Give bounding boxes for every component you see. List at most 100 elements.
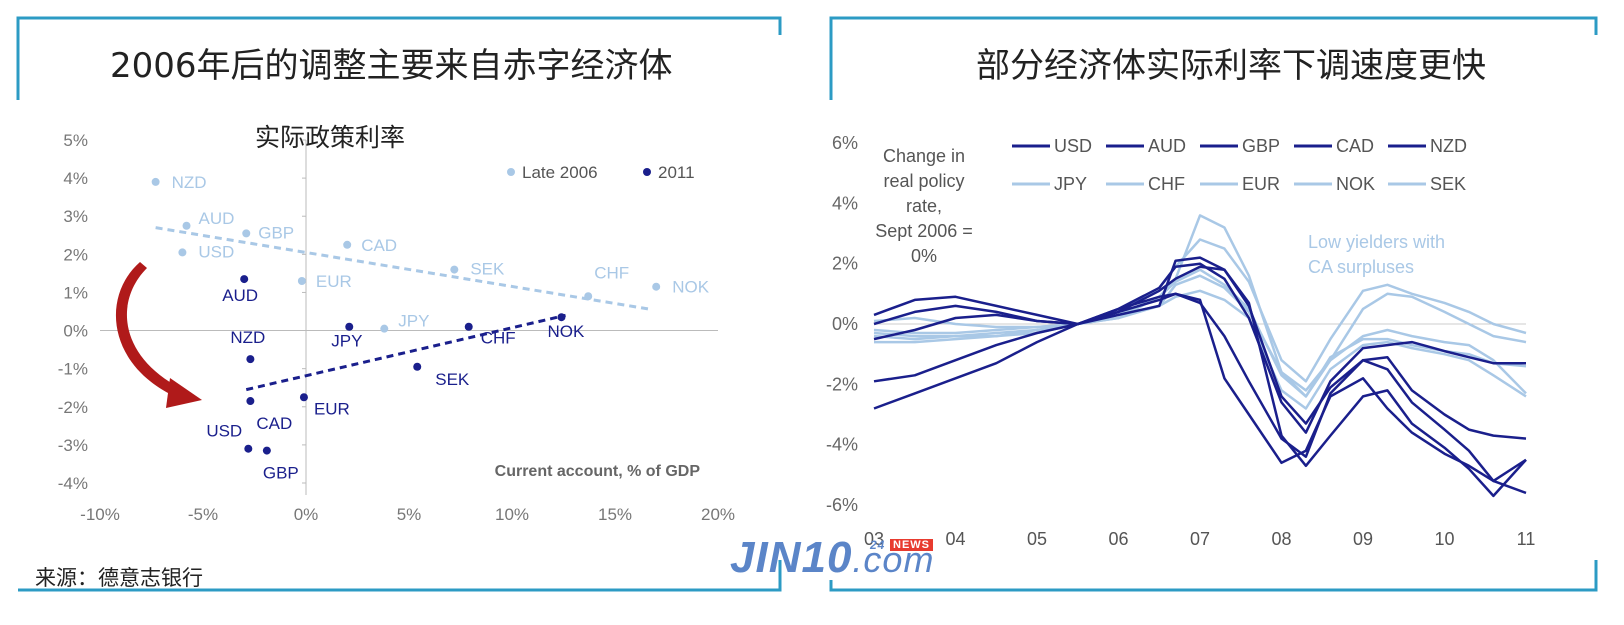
x-tick-label: 09	[1353, 529, 1373, 549]
legend-label-late-2006: Late 2006	[522, 163, 598, 182]
point-label-late2006-eur: EUR	[316, 272, 352, 291]
annotation-line: Sept 2006 =	[875, 221, 973, 241]
point-2011-nzd	[246, 355, 255, 364]
y-tick-label: -1%	[58, 360, 88, 379]
legend-label-nzd: NZD	[1430, 136, 1467, 156]
x-tick-label: 11	[1517, 529, 1536, 549]
point-label-2011-usd: USD	[206, 422, 242, 441]
x-tick-label: 15%	[598, 505, 632, 524]
point-late2006-cad	[343, 240, 352, 249]
point-label-2011-eur: EUR	[314, 399, 350, 418]
line-chart: 6% 4% 2% 0% -2% -4% -6% 03 04 05 06 07 08 09 10 11 Chang…	[826, 16, 1598, 592]
point-2011-sek	[413, 362, 422, 371]
legend-label-sek: SEK	[1430, 174, 1466, 194]
y-tick-label: -6%	[826, 495, 858, 515]
x-tick-label: 04	[945, 529, 965, 549]
right-chart-panel: 部分经济体实际利率下调速度更快 6% 4% 2% 0% -2% -4% -6% 03 04 05 0…	[826, 0, 1624, 625]
point-label-late2006-cad: CAD	[361, 236, 397, 255]
left-chart-title: 2006年后的调整主要来自赤字经济体	[110, 46, 673, 86]
frame-top	[16, 16, 782, 100]
low-yielders-note: Low yielders with CA surpluses	[1308, 232, 1445, 277]
y-tick-label: -4%	[826, 435, 858, 455]
y-tick-label: -3%	[58, 436, 88, 455]
annotation-line: real policy	[883, 171, 964, 191]
point-late2006-nzd	[151, 177, 160, 186]
legend-label-usd: USD	[1054, 136, 1092, 156]
scatter-chart: 5% 4% 3% 2% 1% 0% -1% -2% -3% -4% -10% -5% 0% 5% 10% 15…	[16, 16, 782, 592]
y-tick-label: 1%	[63, 283, 88, 302]
legend-label-chf: CHF	[1148, 174, 1185, 194]
point-label-2011-chf: CHF	[481, 329, 516, 348]
right-chart-title: 部分经济体实际利率下调速度更快	[976, 46, 1486, 86]
y-tick-label: 4%	[832, 193, 858, 213]
series-line-nzd	[873, 256, 1527, 498]
left-chart-subtitle: 实际政策利率	[255, 123, 406, 152]
x-tick-label: 10%	[495, 505, 529, 524]
x-tick-label: 08	[1271, 529, 1291, 549]
trendline-2011	[245, 313, 566, 392]
legend-label-gbp: GBP	[1242, 136, 1280, 156]
jin10-watermark: JIN10.com 24 NEWS	[730, 533, 934, 583]
point-2011-jpy	[345, 322, 354, 331]
watermark-main: JIN10	[730, 533, 853, 582]
y-tick-label: -2%	[58, 398, 88, 417]
y-tick-label: 5%	[63, 131, 88, 150]
source-note: 来源：德意志银行	[35, 566, 203, 590]
point-label-late2006-nzd: NZD	[172, 173, 207, 192]
point-label-late2006-sek: SEK	[470, 260, 505, 279]
legend-marker-2011	[643, 168, 651, 176]
x-tick-label: 03	[864, 529, 884, 549]
point-late2006-jpy	[380, 324, 389, 333]
left-chart-panel: 2006年后的调整主要来自赤字经济体 实际政策利率 5% 4% 3% 2% 1% 0% -1…	[0, 0, 800, 625]
point-2011-aud	[240, 275, 249, 284]
series-line-chf	[874, 214, 1527, 398]
point-label-late2006-jpy: JPY	[398, 312, 429, 331]
point-late2006-aud	[182, 221, 191, 230]
y-tick-label: 0%	[832, 314, 858, 334]
y-tick-label: 2%	[63, 245, 88, 264]
series-line-aud	[873, 262, 1526, 434]
note-line: CA surpluses	[1308, 257, 1414, 277]
annotation-line: Change in	[883, 146, 965, 166]
series-line-gbp	[873, 292, 1527, 483]
series-line-nok	[873, 238, 1527, 383]
series-line-cad	[873, 265, 1527, 440]
point-label-late2006-aud: AUD	[199, 209, 235, 228]
x-tick-label: 06	[1108, 529, 1128, 549]
x-tick-label: -5%	[188, 505, 218, 524]
point-late2006-chf	[584, 292, 593, 301]
point-label-late2006-usd: USD	[198, 242, 234, 261]
legend-label-cad: CAD	[1336, 136, 1374, 156]
frame-bottom	[829, 560, 1598, 592]
legend-label-2011: 2011	[658, 163, 695, 182]
x-tick-label: 20%	[701, 505, 735, 524]
point-2011-nok	[557, 313, 566, 322]
x-tick-label: 05	[1027, 529, 1047, 549]
x-axis-title: Current account, % of GDP	[495, 463, 701, 480]
y-tick-label: 3%	[63, 207, 88, 226]
point-2011-eur	[299, 393, 308, 402]
x-tick-label: 0%	[294, 505, 319, 524]
legend-label-aud: AUD	[1148, 136, 1186, 156]
y-tick-label: 6%	[832, 133, 858, 153]
note-line: Low yielders with	[1308, 232, 1445, 252]
legend-marker-late-2006	[507, 168, 515, 176]
y-tick-label: 4%	[63, 169, 88, 188]
watermark-tag-num: 24	[870, 538, 886, 552]
point-label-late2006-nok: NOK	[672, 278, 710, 297]
point-label-2011-jpy: JPY	[331, 332, 362, 351]
x-tick-label: 07	[1190, 529, 1210, 549]
point-2011-cad	[246, 397, 255, 406]
point-late2006-usd	[178, 248, 187, 257]
x-tick-label: 5%	[397, 505, 422, 524]
adjustment-arrow-head	[166, 378, 202, 408]
y-tick-label: -4%	[58, 474, 88, 493]
point-label-2011-sek: SEK	[435, 370, 470, 389]
point-label-late2006-chf: CHF	[594, 263, 629, 282]
y-tick-label: 0%	[63, 322, 88, 341]
legend-label-eur: EUR	[1242, 174, 1280, 194]
point-late2006-sek	[450, 265, 459, 274]
point-label-2011-nzd: NZD	[230, 328, 265, 347]
frame-top	[829, 16, 1598, 100]
point-2011-usd	[244, 444, 253, 453]
